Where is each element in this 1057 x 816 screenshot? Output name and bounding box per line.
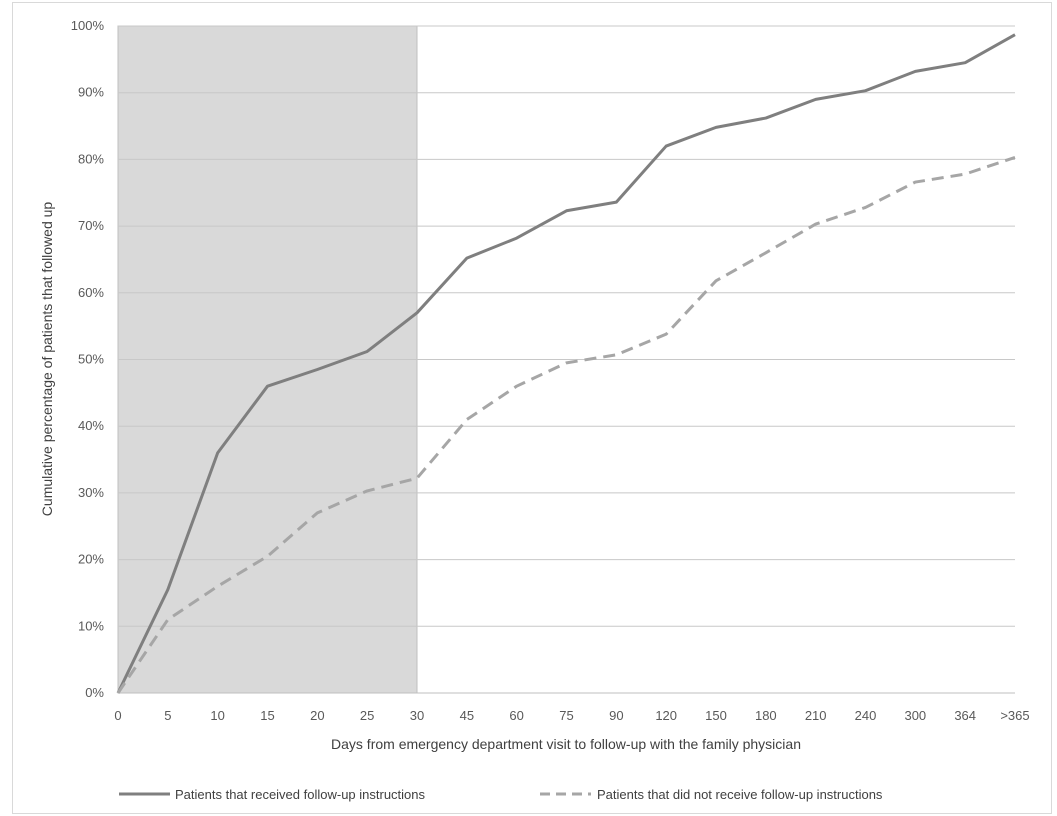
x-tick-label: 25 [360, 708, 374, 723]
x-tick-label: 20 [310, 708, 324, 723]
series-line-received [116, 33, 1016, 694]
x-tick-label: 0 [114, 708, 121, 723]
series-lines [116, 33, 1016, 694]
x-tick-label: 30 [410, 708, 424, 723]
y-tick-label: 50% [78, 352, 104, 367]
y-tick-label: 70% [78, 218, 104, 233]
x-axis-title: Days from emergency department visit to … [331, 736, 801, 752]
gridlines [118, 25, 1015, 627]
y-tick-label: 0% [85, 685, 104, 700]
x-tick-label: 90 [609, 708, 623, 723]
x-tick-label: 15 [260, 708, 274, 723]
y-tick-label: 10% [78, 618, 104, 633]
y-tick-label: 30% [78, 485, 104, 500]
x-tick-label: 150 [705, 708, 727, 723]
y-tick-label: 60% [78, 285, 104, 300]
x-tick-label: >365 [1000, 708, 1029, 723]
x-tick-label: 75 [559, 708, 573, 723]
x-tick-label: 45 [460, 708, 474, 723]
series-line-not-received [116, 155, 1016, 694]
x-tick-label: 240 [855, 708, 877, 723]
y-tick-label: 40% [78, 418, 104, 433]
x-tick-label: 180 [755, 708, 777, 723]
x-tick-label: 5 [164, 708, 171, 723]
legend-label-received: Patients that received follow-up instruc… [175, 787, 426, 802]
chart-border [12, 2, 1052, 814]
x-tick-label: 10 [210, 708, 224, 723]
x-tick-label: 210 [805, 708, 827, 723]
legend-label-not-received: Patients that did not receive follow-up … [597, 787, 883, 802]
y-tick-label: 20% [78, 552, 104, 567]
x-axis-ticks: 0 5 10 15 20 25 30 45 60 75 90 120 150 180 210 240 300 36… [114, 708, 1029, 723]
y-tick-label: 90% [78, 85, 104, 100]
legend: Patients that received follow-up instruc… [119, 787, 883, 802]
y-axis-title: Cumulative percentage of patients that f… [39, 202, 55, 517]
x-tick-label: 120 [655, 708, 677, 723]
y-tick-label: 80% [78, 151, 104, 166]
x-tick-label: 364 [954, 708, 976, 723]
x-tick-label: 300 [904, 708, 926, 723]
x-tick-label: 60 [509, 708, 523, 723]
y-tick-label: 100% [71, 18, 105, 33]
y-axis-ticks: 0% 10% 20% 30% 40% 50% 60% 70% 80% 90% 100% [71, 18, 105, 700]
